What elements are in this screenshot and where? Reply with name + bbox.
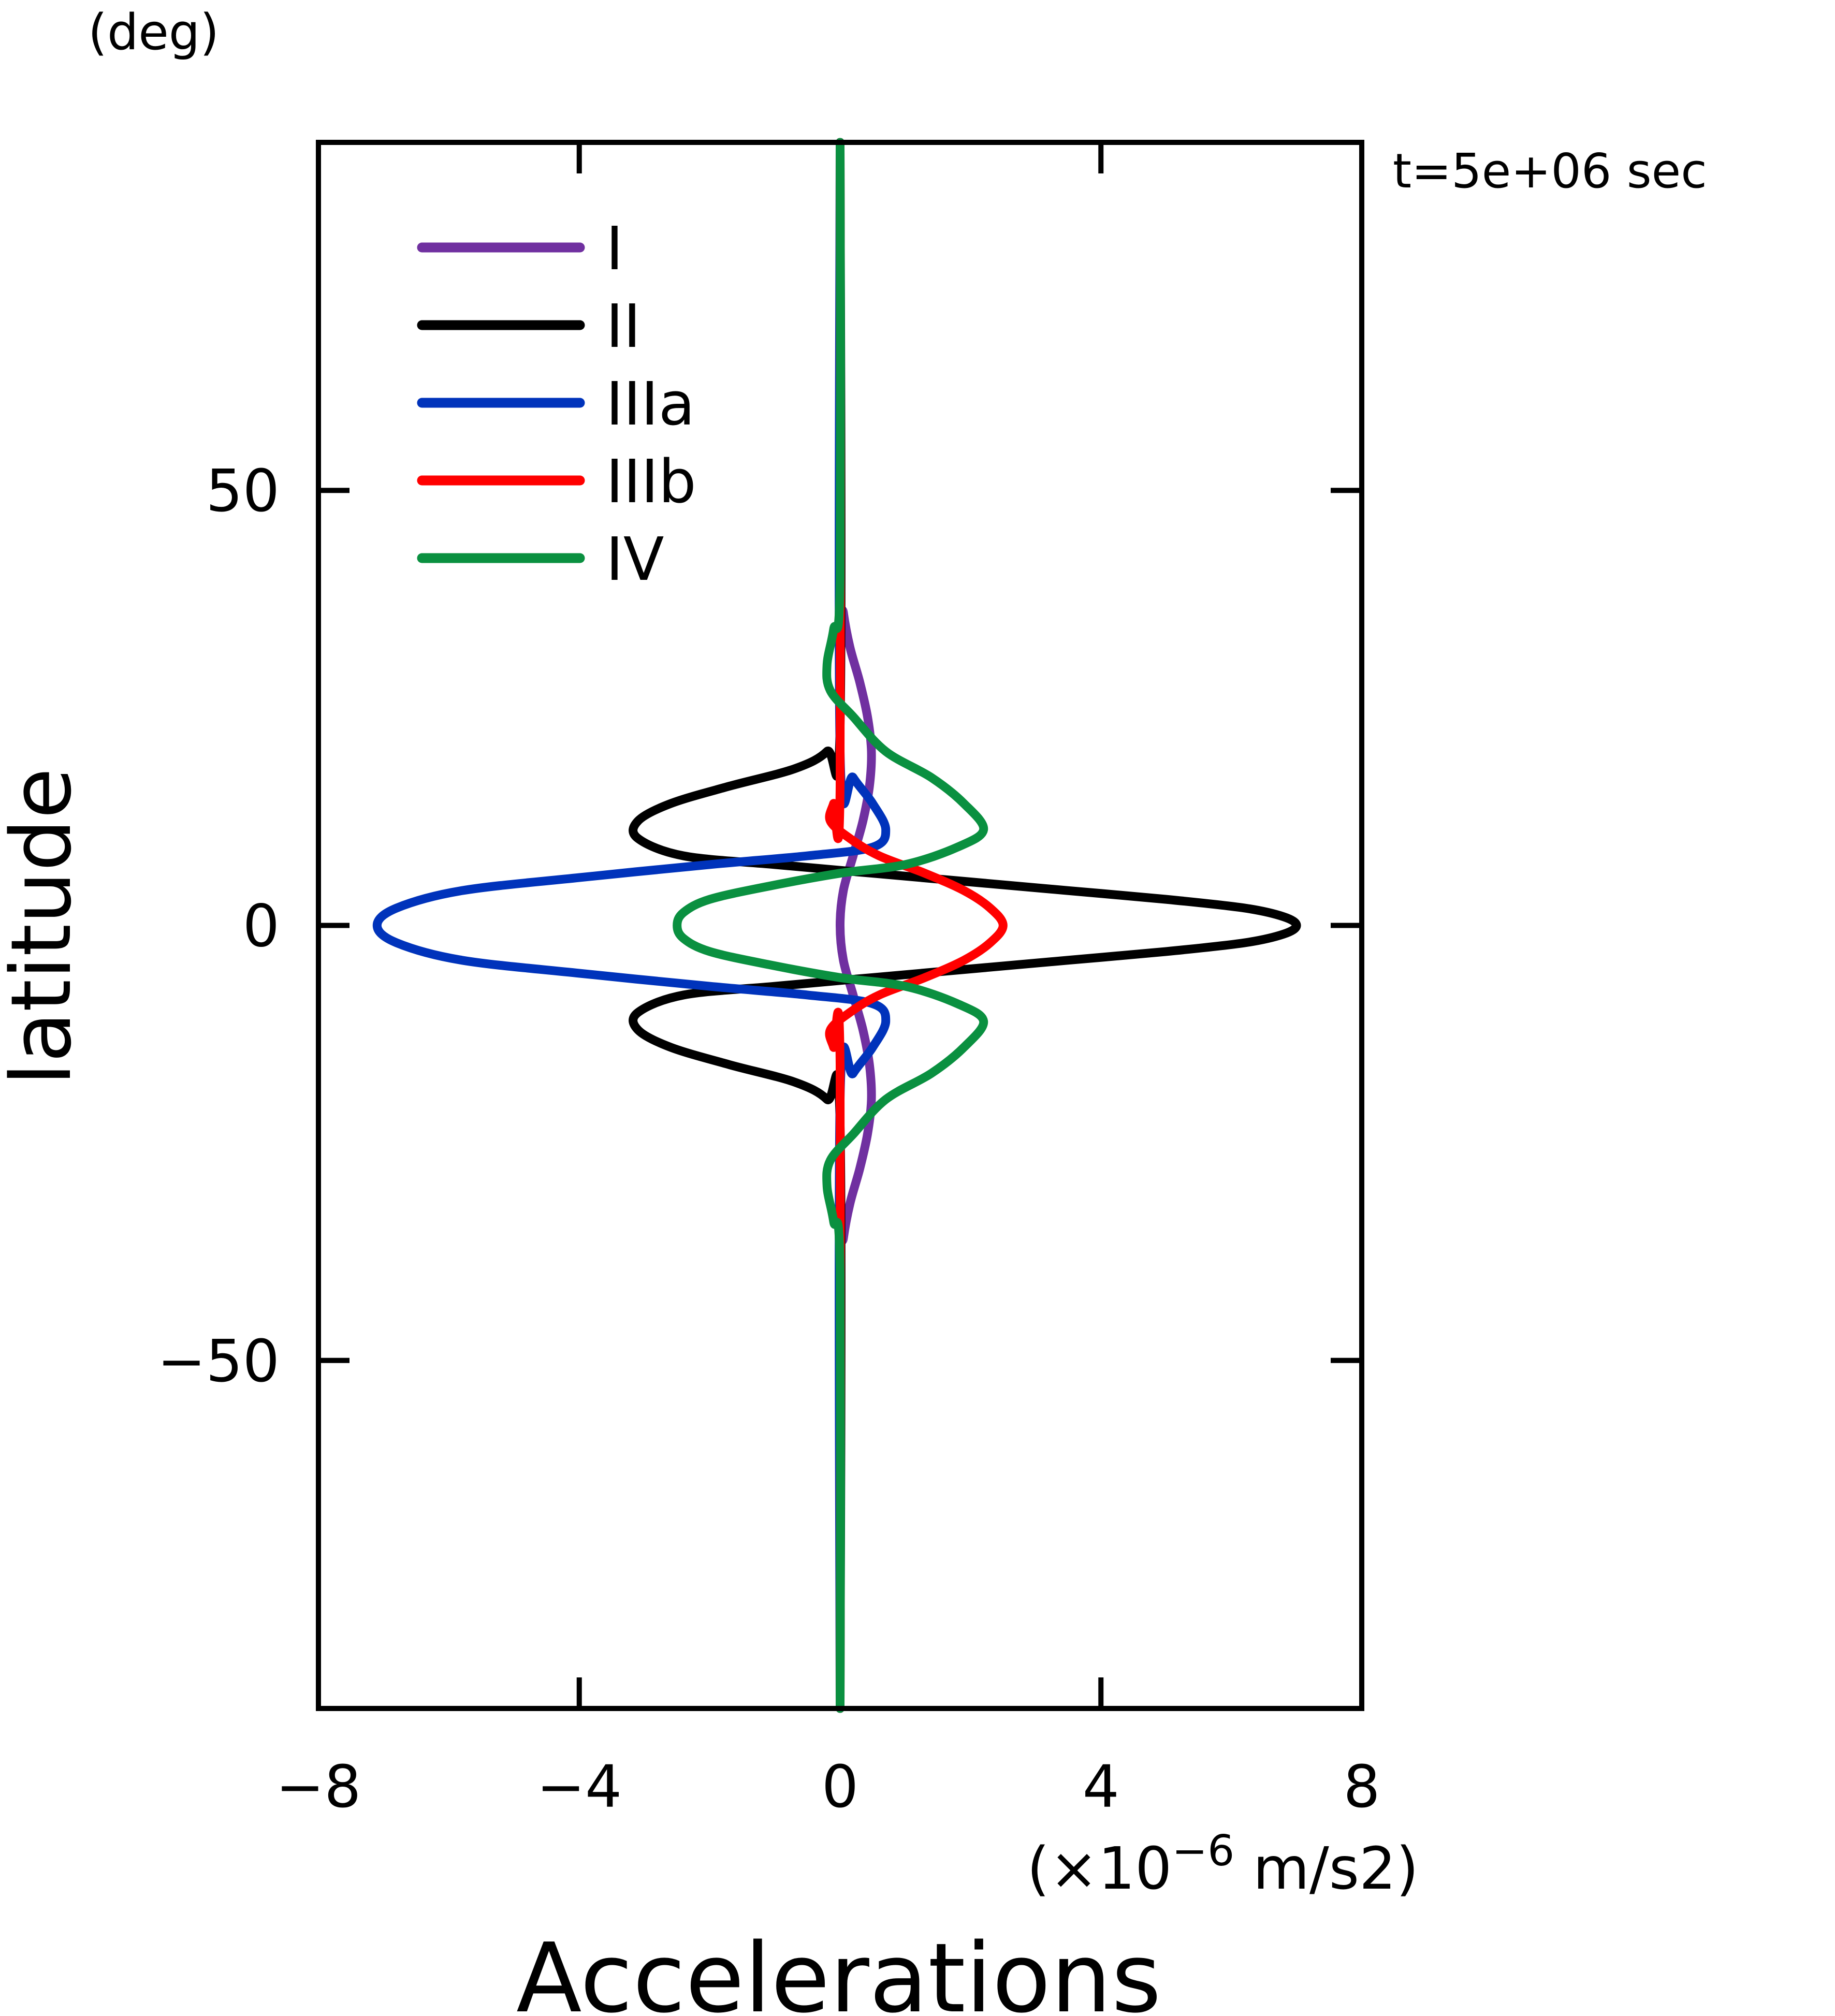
x-unit-exponent: −6 bbox=[1172, 1827, 1234, 1876]
x-tick-label: −4 bbox=[536, 1754, 622, 1821]
x-tick-label: −8 bbox=[275, 1754, 361, 1821]
legend-label: II bbox=[606, 292, 641, 361]
axis-tick-labels: −8 −4 0 4 8 50 0 −50 bbox=[157, 458, 1380, 1821]
x-unit-prefix: (×10 bbox=[1027, 1835, 1172, 1903]
series-line-iiib bbox=[825, 138, 1008, 1713]
y-unit-label: (deg) bbox=[88, 4, 219, 61]
series-line-iiia bbox=[372, 138, 891, 1713]
time-annotation: t=5e+06 sec bbox=[1393, 143, 1707, 199]
x-tick-label: 8 bbox=[1343, 1754, 1380, 1821]
series-lines bbox=[372, 138, 1301, 1713]
series-line-iv bbox=[673, 138, 988, 1713]
x-unit-suffix: m/s2) bbox=[1234, 1835, 1419, 1903]
y-tick-label: 50 bbox=[206, 458, 280, 525]
y-axis-title: latitude bbox=[0, 768, 90, 1086]
series-line-ii bbox=[629, 138, 1301, 1713]
x-tick-label: 0 bbox=[822, 1754, 858, 1821]
legend-label: IIIa bbox=[606, 370, 695, 439]
y-tick-label: 0 bbox=[243, 893, 280, 960]
legend-label: IIIb bbox=[606, 447, 696, 517]
legend-label: I bbox=[606, 214, 623, 284]
x-unit-label: (×10−6 m/s2) bbox=[1027, 1827, 1419, 1903]
x-axis-title: Accelerations bbox=[516, 1922, 1161, 2016]
x-tick-label: 4 bbox=[1083, 1754, 1119, 1821]
y-tick-label: −50 bbox=[157, 1328, 280, 1395]
legend-label: IV bbox=[606, 525, 664, 594]
plot-frame bbox=[316, 140, 1364, 1711]
